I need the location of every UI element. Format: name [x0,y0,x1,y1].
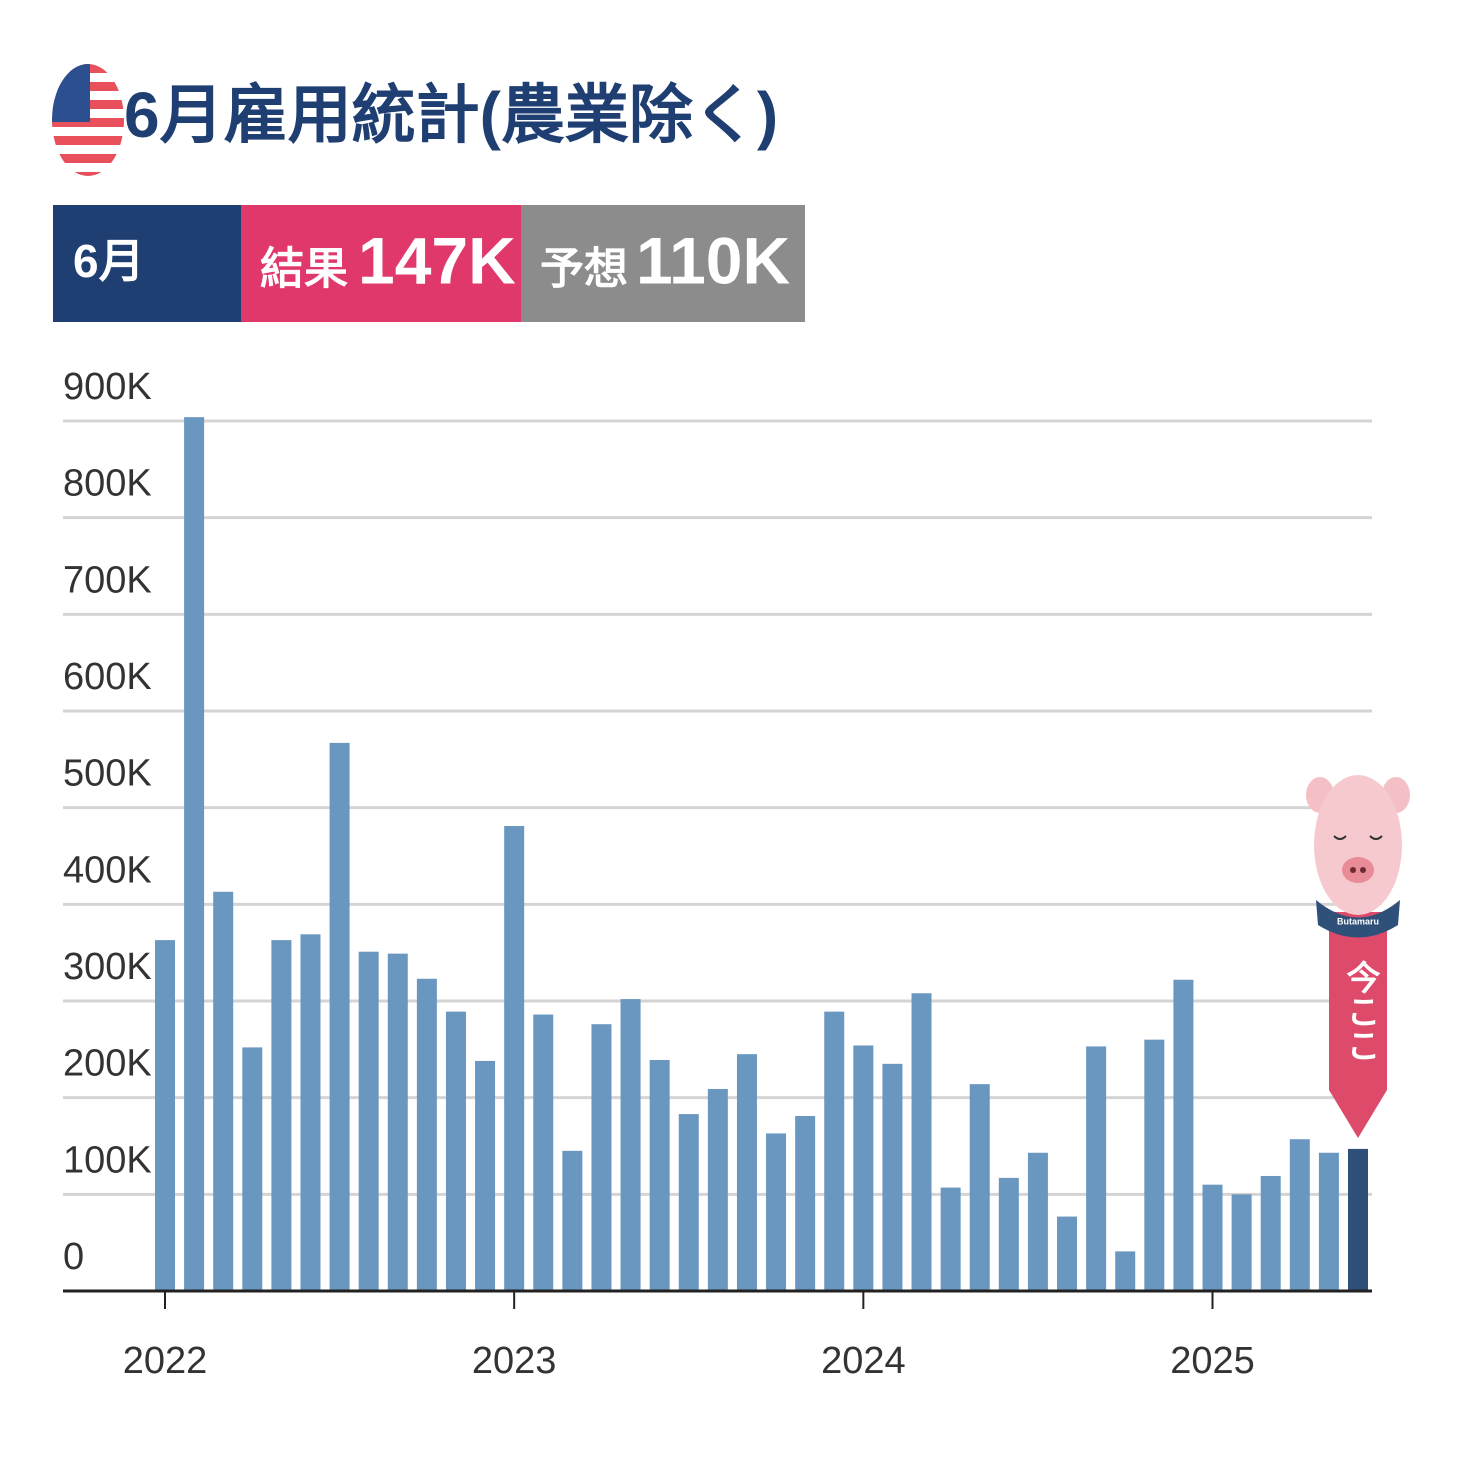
month-box [53,205,241,322]
bar [358,951,379,1291]
bar [620,999,641,1291]
bar [911,993,932,1291]
y-tick-label: 800K [63,463,152,505]
month-label: 6月 [73,235,145,287]
bar [562,1150,583,1291]
annotation-banner [1329,912,1387,1138]
bar [533,1014,554,1291]
result-value: 147K [358,223,516,297]
bar [1144,1039,1165,1291]
bar [766,1133,787,1291]
bar [1115,1251,1136,1291]
bar [329,742,350,1291]
bar [1260,1175,1281,1291]
title: 6月雇用統計(農業除く) [124,79,778,151]
bar [1086,1046,1107,1291]
bar [678,1114,699,1291]
bar [1289,1139,1310,1291]
bar [300,934,321,1291]
mascot-snout [1342,857,1374,883]
mascot-scarf [1316,900,1400,938]
bar [1348,1148,1368,1291]
bar [736,1054,757,1291]
bar [1231,1194,1252,1291]
bar [882,1063,903,1291]
y-tick-label: 0 [63,1236,84,1278]
bar [853,1045,874,1291]
mascot-nostril [1360,867,1366,873]
y-tick-label: 900K [63,366,152,408]
result-box [241,205,521,322]
mascot-eye [1333,835,1347,840]
forecast-box [521,205,805,322]
bar [824,1011,845,1291]
bar [1057,1216,1078,1291]
annotation: 今ここ [1341,959,1380,1062]
bar [475,1060,496,1291]
x-tick-label: 2022 [123,1340,208,1382]
bar [969,1084,990,1291]
x-tick-label: 2023 [472,1340,557,1382]
result-label: 結果 [260,245,348,294]
bar [184,417,205,1292]
mascot-nostril [1350,867,1356,873]
y-tick-label: 700K [63,559,152,601]
bar [591,1024,612,1291]
y-tick-label: 300K [63,946,152,988]
bar [387,953,408,1291]
bar [998,1177,1019,1291]
mascot-label: Butamaru [1337,916,1379,926]
chart: 0 100K 200K 300K 400K 500K 600K 700K 800K 900K 202… [63,366,1410,1382]
y-tick-label: 200K [63,1043,152,1085]
bar [1173,979,1194,1291]
bar [416,978,437,1291]
bar [707,1088,728,1291]
bar [1202,1184,1223,1291]
y-tick-label: 500K [63,753,152,795]
mascot-eye [1369,835,1383,840]
forecast-value: 110K [636,223,790,297]
bar [1318,1152,1339,1291]
us-flag [52,64,124,176]
mascot-head [1314,775,1402,915]
x-tick-label: 2024 [821,1340,906,1382]
bar [445,1011,466,1291]
bar [271,940,292,1291]
x-tick-label: 2025 [1170,1340,1255,1382]
y-tick-label: 600K [63,656,152,698]
bar [213,891,234,1291]
bar [1027,1152,1048,1291]
forecast-label: 予想 [540,245,628,294]
y-tick-label: 100K [63,1139,152,1181]
bar [242,1047,263,1291]
bar [504,826,525,1291]
bar [940,1187,961,1291]
y-tick-label: 400K [63,849,152,891]
bar [649,1059,670,1291]
bar [155,940,175,1291]
bar [795,1116,816,1291]
